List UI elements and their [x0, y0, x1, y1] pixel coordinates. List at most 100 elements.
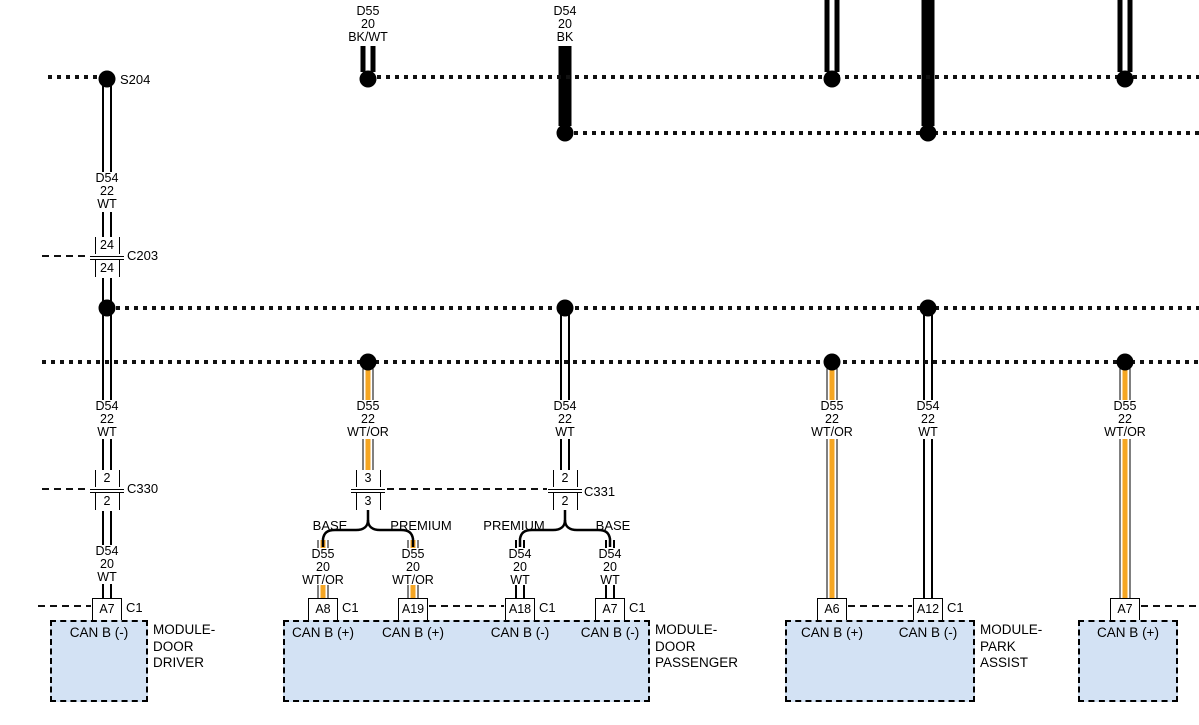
- wire-label: D54 22 WT: [95, 171, 119, 211]
- wire-segment-orange: [362, 439, 374, 470]
- wire-label: D55 20 BK/WT: [348, 4, 388, 44]
- wire-label: D55 20 WT/OR: [392, 547, 434, 587]
- pin-box: A19: [398, 598, 428, 620]
- splice-dot: [556, 299, 574, 317]
- module-box-park-assist: [785, 620, 975, 702]
- splice-dot: [359, 353, 377, 371]
- pin-box: A18: [505, 598, 535, 620]
- trim-label: BASE: [312, 518, 348, 533]
- module-name: MODULE- PARK ASSIST: [980, 622, 1043, 670]
- ref-dash-c330: [42, 488, 89, 490]
- wire-thick-double: [1117, 0, 1133, 72]
- bus-line: [107, 306, 1199, 310]
- wire-thick-double: [360, 46, 376, 72]
- connector-face-line: [351, 488, 385, 490]
- wire-segment: [923, 310, 933, 400]
- pin-box: A7: [92, 598, 122, 620]
- can-signal-label: CAN B (-): [490, 625, 550, 640]
- splice-dot: [359, 70, 377, 88]
- wire-label: D54 20 WT: [95, 544, 119, 584]
- wire-thick-solid: [921, 0, 935, 126]
- trim-label: BASE: [595, 518, 631, 533]
- wire-stub-orange: [407, 585, 419, 598]
- wire-segment-orange: [1119, 362, 1131, 400]
- wire-segment: [560, 439, 570, 470]
- splice-dot-s204: [98, 70, 116, 88]
- wire-thick-double: [824, 0, 840, 72]
- wire-segment: [102, 308, 112, 400]
- connector-pin-bottom: 2: [94, 493, 120, 510]
- pin-box: A7: [1110, 598, 1140, 620]
- wire-segment: [102, 511, 112, 545]
- pin-box: A12: [913, 598, 943, 620]
- can-signal-label: CAN B (+): [1097, 625, 1159, 640]
- module-box-door-driver: [50, 620, 148, 702]
- option-split-fork: [518, 510, 612, 547]
- ref-dash-c331: [387, 488, 547, 490]
- can-signal-label: CAN B (+): [801, 625, 863, 640]
- connector-face-line: [90, 492, 124, 493]
- ref-dash-pin: [848, 605, 912, 607]
- wire-stub: [515, 585, 525, 598]
- splice-dot: [919, 299, 937, 317]
- wire-segment: [102, 439, 112, 470]
- inline-connector-c331-a: 3 3: [350, 470, 386, 510]
- wire-label: D54 20 BK: [553, 4, 577, 44]
- connector-pin-top: 3: [355, 470, 381, 487]
- splice-dot: [1116, 70, 1134, 88]
- pin-connector-label: C1: [947, 600, 964, 615]
- module-box-right: [1078, 620, 1178, 702]
- module-box-door-passenger: [283, 620, 650, 702]
- wire-label: D55 20 WT/OR: [302, 547, 344, 587]
- connector-pin-bottom: 3: [355, 493, 381, 510]
- connector-pin-top: 2: [552, 470, 578, 487]
- splice-dot: [98, 299, 116, 317]
- wire-segment: [102, 212, 112, 237]
- splice-dot: [823, 353, 841, 371]
- wire-segment: [102, 80, 112, 172]
- ref-dash-pin: [429, 605, 504, 607]
- ref-dash-pin: [38, 605, 91, 607]
- wire-segment-orange: [1119, 439, 1131, 598]
- wire-label: D55 22 WT/OR: [811, 399, 853, 439]
- wire-label: D54 22 WT: [553, 399, 577, 439]
- ref-dash-c203: [42, 255, 89, 257]
- module-name: MODULE- DOOR DRIVER: [153, 622, 216, 670]
- connector-face-line: [90, 255, 124, 257]
- bus-line: [565, 131, 1199, 135]
- trim-label: PREMIUM: [390, 518, 452, 533]
- pin-connector-label: C1: [126, 600, 143, 615]
- connector-label: C203: [127, 248, 159, 263]
- wire-segment: [102, 584, 112, 598]
- inline-connector-c331-b: 2 2: [547, 470, 583, 510]
- bus-line: [42, 360, 1199, 364]
- connector-pin-top: 24: [94, 237, 120, 254]
- bus-line: [368, 75, 1199, 79]
- wire-segment-orange: [826, 439, 838, 598]
- wire-label: D54 22 WT: [95, 399, 119, 439]
- wire-segment: [560, 310, 570, 400]
- pin-connector-label: C1: [342, 600, 359, 615]
- option-split-fork: [321, 510, 415, 547]
- pin-connector-label: C1: [629, 600, 646, 615]
- wire-label: D54 22 WT: [916, 399, 940, 439]
- can-signal-label: CAN B (+): [292, 625, 354, 640]
- wire-label: D54 20 WT: [508, 547, 532, 587]
- pin-box: A6: [817, 598, 847, 620]
- wire-segment: [102, 278, 112, 306]
- splice-dot: [1116, 353, 1134, 371]
- module-name: MODULE- DOOR PASSENGER: [655, 622, 739, 670]
- can-signal-label: CAN B (+): [382, 625, 444, 640]
- splice-dot: [823, 70, 841, 88]
- splice-label: S204: [120, 72, 151, 87]
- wire-label: D55 22 WT/OR: [1104, 399, 1146, 439]
- bus-line: [48, 75, 99, 79]
- can-signal-label: CAN B (-): [69, 625, 129, 640]
- wire-segment-orange: [826, 362, 838, 400]
- pin-box: A7: [595, 598, 625, 620]
- connector-label: C330: [127, 481, 159, 496]
- connector-face-line: [548, 492, 582, 493]
- connector-face-line: [90, 488, 124, 490]
- connector-pin-bottom: 2: [552, 493, 578, 510]
